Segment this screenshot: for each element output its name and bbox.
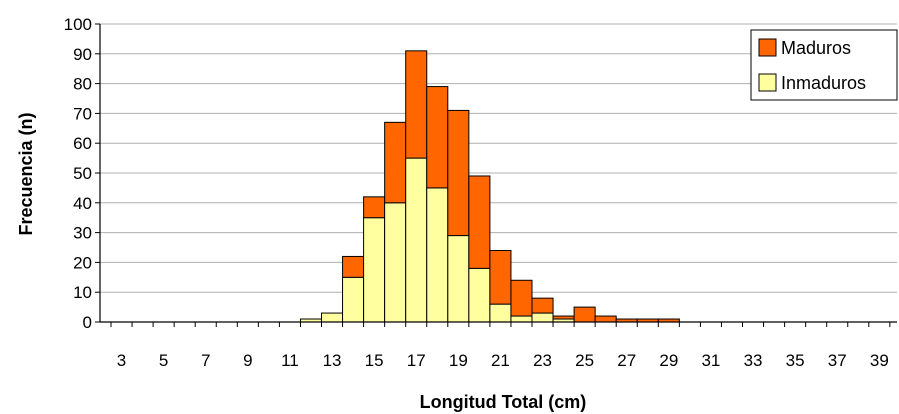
x-tick-label-35: 35 [786,351,805,370]
x-tick-label-21: 21 [491,351,510,370]
x-tick-label-31: 31 [701,351,720,370]
x-tick-label-29: 29 [659,351,678,370]
x-tick-label-37: 37 [828,351,847,370]
y-tick-label-100: 100 [64,15,92,34]
y-tick-label-80: 80 [73,75,92,94]
bar-inmaduros-21 [489,303,512,323]
axes [95,23,897,327]
bar-maduros-19 [447,109,470,237]
bar-maduros-22 [510,279,533,317]
bar-inmaduros-19 [447,235,470,323]
x-tick-label-23: 23 [533,351,552,370]
x-tick-label-39: 39 [870,351,889,370]
y-axis-title: Frecuencia (n) [16,112,36,235]
y-tick-label-30: 30 [73,224,92,243]
x-tick-label-9: 9 [243,351,252,370]
y-tick-label-10: 10 [73,283,92,302]
x-tick-labels: 3 5 7 9 11 13 15 17 19 21 23 25 27 29 31 33 35 37 39 [117,351,889,370]
y-tick-labels: 0 10 20 30 40 50 60 70 80 90 100 [64,15,92,332]
x-tick-label-33: 33 [744,351,763,370]
x-tick-label-7: 7 [201,351,210,370]
bar-inmaduros-17 [405,157,428,323]
x-tick-label-5: 5 [159,351,168,370]
y-tick-label-60: 60 [73,134,92,153]
bar-maduros-21 [489,249,512,305]
bar-maduros-16 [384,121,407,204]
bar-maduros-25 [573,306,596,323]
x-tick-label-25: 25 [575,351,594,370]
y-tick-label-90: 90 [73,45,92,64]
legend: Maduros Inmaduros [750,29,898,101]
bar-inmaduros-14 [342,276,365,323]
x-tick-label-3: 3 [117,351,126,370]
bar-maduros-24 [552,315,575,320]
bar-maduros-26 [594,315,617,323]
bar-inmaduros-18 [426,187,449,323]
bar-maduros-14 [342,255,365,278]
legend-label-maduros: Maduros [781,38,851,58]
bar-inmaduros-22 [510,315,533,323]
x-tick-label-13: 13 [323,351,342,370]
y-tick-label-50: 50 [73,164,92,183]
x-tick-label-19: 19 [449,351,468,370]
bar-maduros-18 [426,86,449,189]
bar-inmaduros-23 [531,312,554,323]
x-axis-title: Longitud Total (cm) [420,392,587,412]
bar-maduros-23 [531,297,554,314]
y-tick-label-40: 40 [73,194,92,213]
y-tick-label-70: 70 [73,104,92,123]
bar-maduros-17 [405,50,428,159]
bar-inmaduros-13 [321,312,344,323]
bar-maduros-20 [468,175,491,269]
bar-maduros-15 [363,196,386,219]
x-tick-label-17: 17 [407,351,426,370]
x-tick-label-27: 27 [617,351,636,370]
gridlines [100,23,897,293]
x-tick-label-15: 15 [365,351,384,370]
bars [299,50,680,323]
legend-label-inmaduros: Inmaduros [781,73,866,93]
x-tick-label-11: 11 [281,351,299,370]
y-tick-label-20: 20 [73,253,92,272]
bar-inmaduros-20 [468,267,491,323]
legend-swatch-maduros [758,38,777,57]
bar-inmaduros-16 [384,202,407,323]
bar-inmaduros-15 [363,217,386,323]
legend-swatch-inmaduros [758,73,777,92]
y-tick-label-0: 0 [83,313,92,332]
